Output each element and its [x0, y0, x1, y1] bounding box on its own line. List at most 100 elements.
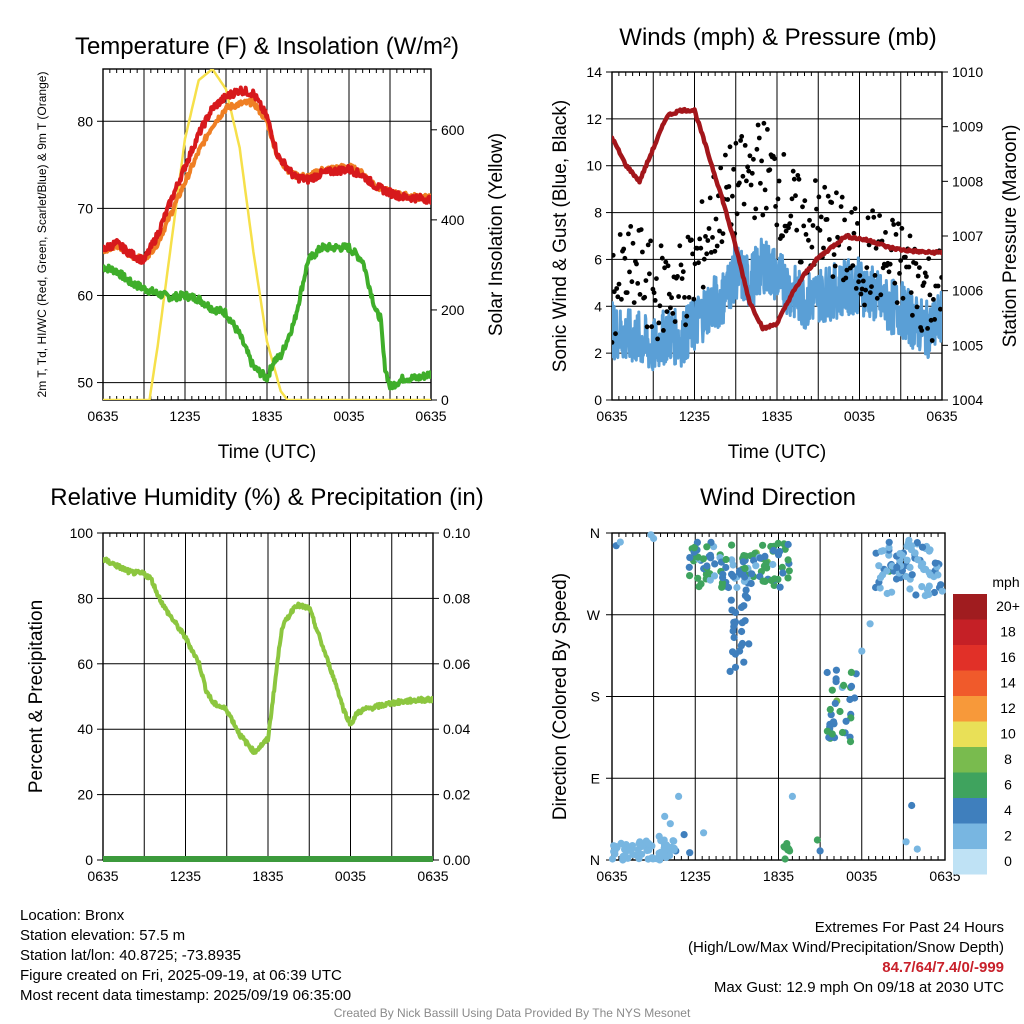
gust-point	[783, 228, 789, 234]
gust-point	[726, 184, 732, 189]
gust-point	[938, 306, 942, 312]
legend-swatch	[953, 747, 987, 773]
direction-point	[669, 837, 677, 845]
direction-point	[675, 792, 683, 801]
gust-point	[822, 184, 828, 190]
gust-point	[756, 135, 762, 141]
direction-point	[733, 583, 741, 592]
gust-point	[844, 267, 850, 273]
gust-point	[648, 238, 653, 244]
direction-point	[690, 544, 698, 552]
gust-point	[708, 250, 714, 255]
x-tick-label: 0635	[415, 408, 446, 424]
gust-point	[786, 225, 791, 231]
direction-point	[847, 682, 856, 691]
gust-point	[855, 221, 860, 226]
gust-point	[666, 291, 672, 297]
y-right-tick-label: 1010	[952, 64, 983, 80]
gust-point	[690, 251, 695, 257]
direction-point	[722, 563, 730, 572]
legend-swatch	[953, 594, 987, 620]
gust-point	[851, 230, 857, 236]
gust-point	[761, 120, 767, 126]
direction-point	[686, 554, 694, 562]
direction-point	[759, 577, 767, 585]
direction-point	[731, 608, 740, 617]
direction-point	[776, 583, 784, 591]
gust-point	[798, 259, 804, 265]
direction-point	[838, 728, 847, 737]
gust-point	[675, 274, 680, 279]
y-left-tick-label: 20	[77, 787, 93, 803]
gust-point	[921, 280, 927, 286]
rh-line	[103, 556, 433, 755]
direction-point	[885, 551, 893, 559]
y-right-tick-label: 0.10	[443, 525, 470, 541]
gust-point	[939, 275, 942, 280]
legend-label: 6	[1004, 777, 1012, 793]
chart-title: Winds (mph) & Pressure (mb)	[619, 24, 936, 51]
x-tick-label: 1235	[169, 408, 200, 424]
x-tick-label: 0035	[335, 868, 366, 884]
direction-point	[925, 590, 933, 599]
gust-point	[753, 206, 759, 212]
gust-point	[760, 212, 766, 218]
gust-point	[834, 190, 839, 196]
gust-point	[893, 232, 899, 237]
direction-point	[788, 792, 797, 801]
gust-point	[663, 259, 669, 265]
gust-point	[629, 279, 635, 285]
gust-point	[638, 227, 644, 233]
elevation-text: Station elevation: 57.5 m	[20, 927, 186, 944]
created-text: Figure created on Fri, 2025-09-19, at 06…	[20, 967, 342, 984]
winds-series	[612, 106, 942, 372]
gust-point	[765, 126, 770, 132]
direction-point	[711, 560, 719, 568]
gust-point	[713, 216, 719, 222]
direction-point	[851, 694, 859, 702]
direction-point	[621, 845, 629, 854]
direction-point	[902, 838, 910, 846]
gust-point	[656, 320, 662, 326]
gust-point	[926, 256, 932, 261]
gust-point	[927, 292, 933, 298]
direction-point	[680, 831, 688, 839]
direction-point	[911, 549, 919, 557]
gust-point	[793, 193, 798, 199]
direction-point	[832, 678, 840, 686]
gust-point	[624, 290, 630, 295]
direction-point	[616, 538, 624, 546]
gust-point	[850, 263, 856, 268]
gust-point	[661, 328, 666, 333]
gust-point	[649, 324, 655, 330]
direction-point	[694, 574, 702, 582]
gust-point	[824, 217, 830, 222]
gust-point	[616, 281, 622, 287]
direction-point	[617, 839, 625, 848]
direction-point	[727, 596, 735, 604]
gust-point	[762, 187, 768, 193]
y2-axis-label: Station Pressure (Maroon)	[1000, 125, 1021, 348]
gust-point	[831, 252, 837, 257]
direction-point	[694, 553, 702, 561]
gust-point	[745, 164, 750, 170]
legend-label: 0	[1004, 853, 1012, 869]
gust-point	[852, 206, 858, 212]
direction-point	[937, 581, 945, 589]
direction-point	[741, 564, 749, 573]
gust-point	[860, 278, 866, 284]
gust-point	[686, 295, 692, 300]
legend-label: 10	[1000, 726, 1016, 742]
direction-point	[866, 620, 874, 628]
direction-point	[883, 589, 891, 598]
x-tick-label: 0035	[333, 408, 364, 424]
direction-point	[729, 572, 737, 581]
y-left-tick-label: 2	[594, 345, 602, 361]
y-left-tick-label: 80	[77, 113, 93, 129]
dewpoint-line	[103, 241, 431, 391]
temperature-series	[103, 69, 431, 400]
gust-point	[642, 294, 648, 300]
legend-label: 12	[1000, 700, 1016, 716]
gust-point	[677, 243, 683, 249]
y-right-tick-label: 600	[441, 122, 465, 138]
